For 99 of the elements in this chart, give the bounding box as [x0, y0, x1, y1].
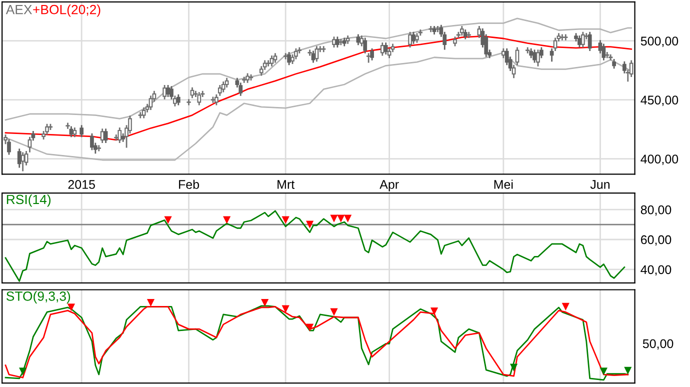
- y-tick-label: 40,00: [640, 265, 672, 276]
- candlestick: [100, 128, 104, 143]
- text: 50,00: [642, 339, 674, 350]
- x-tick-label: 2015: [68, 180, 95, 189]
- candlestick: [7, 139, 11, 155]
- candlestick: [322, 46, 326, 52]
- candlestick: [270, 56, 274, 66]
- point: [19, 368, 27, 376]
- point: [624, 366, 632, 374]
- candlestick: [436, 26, 440, 32]
- candlestick: [118, 127, 122, 143]
- candlestick: [540, 47, 544, 58]
- point: [430, 308, 438, 316]
- candlestick: [66, 122, 70, 129]
- candlestick: [20, 152, 25, 172]
- candlestick: [380, 42, 384, 56]
- candlestick: [28, 136, 32, 152]
- point: [330, 308, 338, 316]
- candlestick: [515, 47, 520, 66]
- candlestick: [90, 133, 94, 150]
- x-tick-label: Mei: [494, 180, 513, 189]
- candlestick: [166, 84, 170, 97]
- series-label: STO(9,3,3): [6, 291, 70, 304]
- line-series: [4, 18, 632, 121]
- point: [344, 214, 352, 222]
- candlestick: [287, 52, 291, 66]
- candlestick: [564, 34, 568, 40]
- point: [600, 368, 608, 376]
- candlestick: [588, 32, 592, 51]
- candlestick: [173, 96, 177, 106]
- point: [510, 364, 518, 372]
- candlestick: [197, 92, 202, 106]
- point: [261, 299, 269, 307]
- candlestick: [332, 36, 336, 48]
- point: [164, 216, 172, 224]
- candlestick: [581, 32, 585, 48]
- candlestick: [284, 53, 288, 60]
- candlestick: [412, 32, 416, 44]
- candlestick: [370, 48, 374, 60]
- point: [562, 302, 570, 311]
- point: [306, 324, 314, 332]
- candlestick: [186, 99, 191, 106]
- x-tick-label: Apr: [380, 180, 399, 192]
- candlestick: [536, 50, 540, 66]
- candlestick: [314, 46, 319, 62]
- candlestick: [242, 76, 246, 83]
- candlestick: [578, 35, 582, 48]
- candlestick: [266, 60, 270, 66]
- point: [330, 214, 338, 222]
- point: [282, 216, 290, 224]
- candlestick: [162, 84, 167, 100]
- x-tick-label: Mrt: [278, 180, 295, 189]
- x-tick-label: Jun: [590, 180, 610, 189]
- point: [223, 216, 231, 224]
- point: [146, 299, 155, 307]
- y-tick-label: 450,00: [640, 96, 678, 106]
- candlestick: [104, 128, 108, 143]
- candlestick: [428, 26, 433, 32]
- candlestick: [311, 50, 316, 63]
- x-tick-label: Feb: [179, 180, 200, 189]
- candlestick: [622, 61, 626, 74]
- candlestick: [408, 32, 412, 48]
- candlestick: [176, 94, 180, 106]
- point: [282, 305, 290, 313]
- candlestick: [532, 50, 536, 63]
- candlestick: [80, 125, 84, 138]
- candlestick: [308, 50, 312, 56]
- y-tick-label: 400,00: [640, 154, 678, 165]
- text: RSI(14): [6, 194, 51, 207]
- candlestick: [605, 52, 610, 58]
- candlestick: [142, 107, 146, 118]
- candlestick: [218, 84, 222, 96]
- text: +BOL(20;2): [33, 4, 100, 17]
- candlestick: [363, 38, 368, 54]
- candlestick: [17, 148, 22, 168]
- point: [306, 220, 314, 228]
- candlestick: [190, 87, 194, 98]
- point: [337, 214, 345, 222]
- candlestick: [526, 47, 530, 54]
- candlestick: [384, 42, 388, 55]
- y-tick-label: 80,00: [640, 205, 672, 216]
- y-tick-label: 500,00: [640, 36, 678, 47]
- candlestick: [336, 36, 340, 48]
- y-tick-label: 60,00: [640, 235, 672, 246]
- candlestick: [214, 94, 218, 106]
- candlestick: [221, 81, 226, 92]
- candlestick: [170, 86, 174, 100]
- chart-title: AEX: [6, 5, 32, 14]
- line-series: [4, 210, 626, 282]
- candlestick: [608, 54, 613, 60]
- candlestick: [512, 64, 516, 78]
- candlestick: [550, 48, 554, 62]
- candlestick: [602, 44, 606, 60]
- candlestick: [466, 32, 471, 38]
- point: [67, 304, 76, 312]
- line-series: [4, 52, 632, 161]
- candlestick: [360, 35, 364, 46]
- candlestick: [96, 145, 101, 152]
- candlestick: [560, 34, 564, 40]
